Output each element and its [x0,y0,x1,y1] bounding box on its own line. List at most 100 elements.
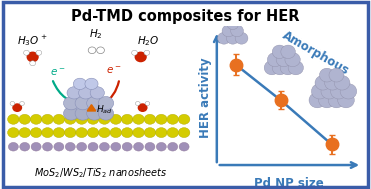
Circle shape [63,107,79,120]
Text: $H_3O^+$: $H_3O^+$ [17,33,48,48]
Circle shape [311,84,328,99]
Circle shape [99,128,110,138]
Circle shape [328,92,345,108]
Circle shape [334,75,350,90]
Circle shape [24,50,29,55]
Circle shape [67,87,81,99]
Circle shape [267,53,283,67]
Polygon shape [87,105,96,111]
Circle shape [218,32,230,44]
Circle shape [145,143,155,151]
Circle shape [42,114,53,124]
Circle shape [156,143,166,151]
Text: $MoS_2/WS_2/TiS_2$ nanosheets: $MoS_2/WS_2/TiS_2$ nanosheets [34,166,167,180]
Circle shape [90,87,104,99]
Circle shape [20,101,24,105]
Circle shape [99,143,109,151]
Circle shape [77,143,87,151]
Circle shape [280,61,295,75]
Circle shape [155,128,167,138]
Circle shape [167,114,178,124]
Circle shape [110,128,122,138]
Circle shape [276,53,292,67]
Circle shape [145,101,150,105]
Circle shape [338,92,354,108]
Circle shape [85,78,98,90]
Circle shape [135,101,140,105]
Circle shape [42,128,53,138]
Circle shape [36,50,42,55]
Circle shape [75,97,91,110]
Text: HER activity: HER activity [199,57,212,138]
Circle shape [288,61,303,75]
Circle shape [63,97,79,110]
Circle shape [226,32,239,44]
Circle shape [99,114,110,124]
Circle shape [111,143,121,151]
Circle shape [97,47,104,54]
Circle shape [87,107,102,120]
Circle shape [133,114,144,124]
Circle shape [19,128,30,138]
Circle shape [75,107,91,120]
Circle shape [7,114,19,124]
Circle shape [65,143,75,151]
Circle shape [65,128,76,138]
Circle shape [19,114,30,124]
Circle shape [79,87,93,99]
Circle shape [76,114,88,124]
Circle shape [43,143,53,151]
Circle shape [8,143,19,151]
Circle shape [27,52,38,62]
Circle shape [31,143,41,151]
Circle shape [155,114,167,124]
Circle shape [98,97,114,110]
Circle shape [222,25,235,37]
Circle shape [309,92,326,108]
Circle shape [30,114,42,124]
Circle shape [178,128,190,138]
Circle shape [135,52,146,62]
Circle shape [98,107,114,120]
Circle shape [235,32,248,44]
Circle shape [272,45,287,59]
Circle shape [321,84,338,99]
Circle shape [319,68,334,82]
Circle shape [10,101,15,105]
Text: $H_2$: $H_2$ [89,27,103,41]
Circle shape [281,45,295,59]
Circle shape [65,114,76,124]
Circle shape [87,128,99,138]
Circle shape [227,19,239,29]
Circle shape [30,128,42,138]
Circle shape [133,128,144,138]
Circle shape [53,128,65,138]
Circle shape [144,50,150,55]
Circle shape [144,114,156,124]
Circle shape [132,50,137,55]
Circle shape [121,128,133,138]
Circle shape [87,114,99,124]
Circle shape [30,61,36,66]
Circle shape [138,104,147,111]
Circle shape [134,143,144,151]
Text: $e^-$: $e^-$ [50,67,66,78]
Text: $H_{ad}$: $H_{ad}$ [96,104,113,116]
Circle shape [54,143,64,151]
Circle shape [121,114,133,124]
Circle shape [231,25,243,37]
Circle shape [110,114,122,124]
Circle shape [7,128,19,138]
Circle shape [76,128,88,138]
Circle shape [122,143,132,151]
Circle shape [88,143,98,151]
Circle shape [319,92,335,108]
Circle shape [272,61,288,75]
Circle shape [144,128,156,138]
Circle shape [285,53,300,67]
Circle shape [167,128,178,138]
Circle shape [73,78,86,90]
Circle shape [325,75,340,90]
Circle shape [178,114,190,124]
Text: Pd-TMD composites for HER: Pd-TMD composites for HER [71,9,300,23]
